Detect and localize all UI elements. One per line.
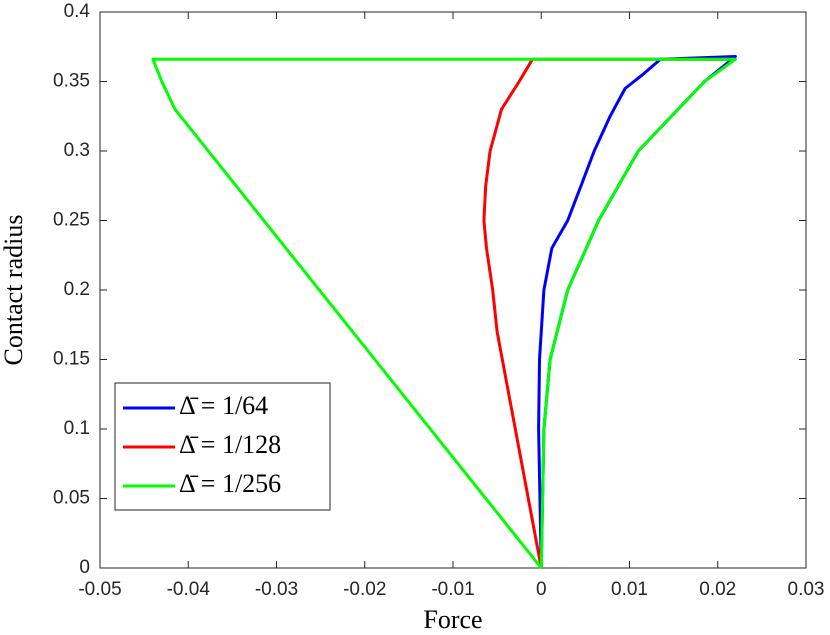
x-tick-label: 0.01 [611, 579, 648, 600]
legend-label: Δ̄ = 1/256 [179, 469, 281, 498]
y-tick-label: 0.15 [53, 349, 90, 370]
x-tick-label: -0.05 [78, 579, 121, 600]
y-tick-label: 0.1 [64, 418, 90, 439]
x-tick-label: 0 [536, 579, 547, 600]
legend-label: Δ̄ = 1/64 [179, 391, 268, 420]
x-tick-label: -0.04 [167, 579, 211, 600]
y-tick-label: 0.4 [64, 1, 91, 22]
y-tick-label: 0.05 [53, 488, 90, 509]
legend-label: Δ̄ = 1/128 [179, 430, 281, 459]
y-tick-label: 0.25 [53, 210, 90, 231]
y-tick-label: 0.2 [64, 279, 90, 300]
y-tick-label: 0 [79, 557, 90, 578]
x-tick-label: 0.03 [788, 579, 825, 600]
y-tick-label: 0.35 [53, 71, 90, 92]
x-tick-label: -0.02 [343, 579, 386, 600]
x-tick-label: 0.02 [699, 579, 736, 600]
y-axis-label: Contact radius [0, 215, 28, 366]
data-line [482, 57, 736, 569]
x-axis-label: Force [423, 605, 482, 634]
x-tick-label: -0.03 [255, 579, 298, 600]
data-line [151, 57, 737, 569]
x-tick-label: -0.01 [431, 579, 474, 600]
y-tick-label: 0.3 [64, 140, 90, 161]
